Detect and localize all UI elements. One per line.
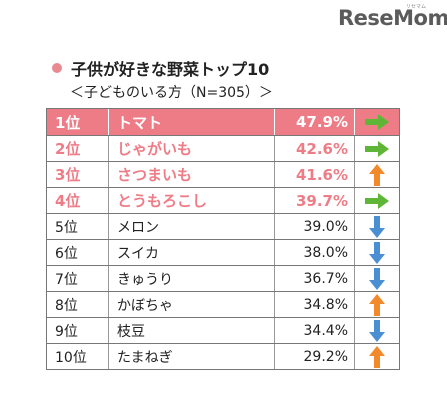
table-row: 9位 枝豆 34.4% xyxy=(47,317,399,343)
percentage-cell: 39.0% xyxy=(275,214,355,239)
percentage-cell: 47.9% xyxy=(275,109,355,135)
arrow-down-icon xyxy=(355,318,399,343)
rank-cell: 10位 xyxy=(47,344,109,369)
rank-cell: 7位 xyxy=(47,266,109,291)
chart-subtitle: ＜子どものいる方（N=305）＞ xyxy=(70,85,273,101)
resemom-logo-tag: リセマム xyxy=(406,4,427,10)
arrow-right-icon xyxy=(355,109,399,135)
percentage-cell: 41.6% xyxy=(275,162,355,187)
arrow-up-icon xyxy=(355,162,399,187)
ranking-table: 1位 トマト 47.9% 2位 じゃがいも 42.6% 3位 さつまいも 41.6% 4位 とうもろ… xyxy=(46,108,400,370)
rank-cell: 9位 xyxy=(47,318,109,343)
table-row: 2位 じゃがいも 42.6% xyxy=(47,135,399,161)
arrow-up-icon xyxy=(355,344,399,369)
vegetable-name-cell: メロン xyxy=(109,214,275,239)
vegetable-name-cell: スイカ xyxy=(109,240,275,265)
arrow-down-icon xyxy=(355,214,399,239)
arrow-right-icon xyxy=(355,188,399,213)
arrow-down-icon xyxy=(355,240,399,265)
arrow-up-icon xyxy=(355,292,399,317)
chart-title: 子供が好きな野菜トップ10 xyxy=(71,60,270,79)
table-row: 7位 きゅうり 36.7% xyxy=(47,265,399,291)
table-row: 1位 トマト 47.9% xyxy=(47,109,399,135)
vegetable-name-cell: たまねぎ xyxy=(109,344,275,369)
percentage-cell: 42.6% xyxy=(275,136,355,161)
vegetable-name-cell: 枝豆 xyxy=(109,318,275,343)
rank-cell: 1位 xyxy=(47,109,109,135)
rank-cell: 4位 xyxy=(47,188,109,213)
vegetable-name-cell: とうもろこし xyxy=(109,188,275,213)
vegetable-name-cell: じゃがいも xyxy=(109,136,275,161)
percentage-cell: 34.4% xyxy=(275,318,355,343)
table-row: 8位 かぼちゃ 34.8% xyxy=(47,291,399,317)
percentage-cell: 39.7% xyxy=(275,188,355,213)
table-row: 4位 とうもろこし 39.7% xyxy=(47,187,399,213)
vegetable-name-cell: トマト xyxy=(109,109,275,135)
rank-cell: 2位 xyxy=(47,136,109,161)
percentage-cell: 29.2% xyxy=(275,344,355,369)
chart-title-row: 子供が好きな野菜トップ10 xyxy=(52,56,269,80)
arrow-down-icon xyxy=(355,266,399,291)
arrow-right-icon xyxy=(355,136,399,161)
table-row: 10位 たまねぎ 29.2% xyxy=(47,343,399,369)
table-row: 5位 メロン 39.0% xyxy=(47,213,399,239)
percentage-cell: 34.8% xyxy=(275,292,355,317)
table-row: 3位 さつまいも 41.6% xyxy=(47,161,399,187)
vegetable-name-cell: かぼちゃ xyxy=(109,292,275,317)
percentage-cell: 38.0% xyxy=(275,240,355,265)
table-row: 6位 スイカ 38.0% xyxy=(47,239,399,265)
rank-cell: 8位 xyxy=(47,292,109,317)
resemom-logo: ReseMom xyxy=(338,6,447,30)
rank-cell: 5位 xyxy=(47,214,109,239)
vegetable-name-cell: さつまいも xyxy=(109,162,275,187)
vegetable-name-cell: きゅうり xyxy=(109,266,275,291)
bullet-dot-icon xyxy=(52,63,62,73)
rank-cell: 6位 xyxy=(47,240,109,265)
percentage-cell: 36.7% xyxy=(275,266,355,291)
rank-cell: 3位 xyxy=(47,162,109,187)
